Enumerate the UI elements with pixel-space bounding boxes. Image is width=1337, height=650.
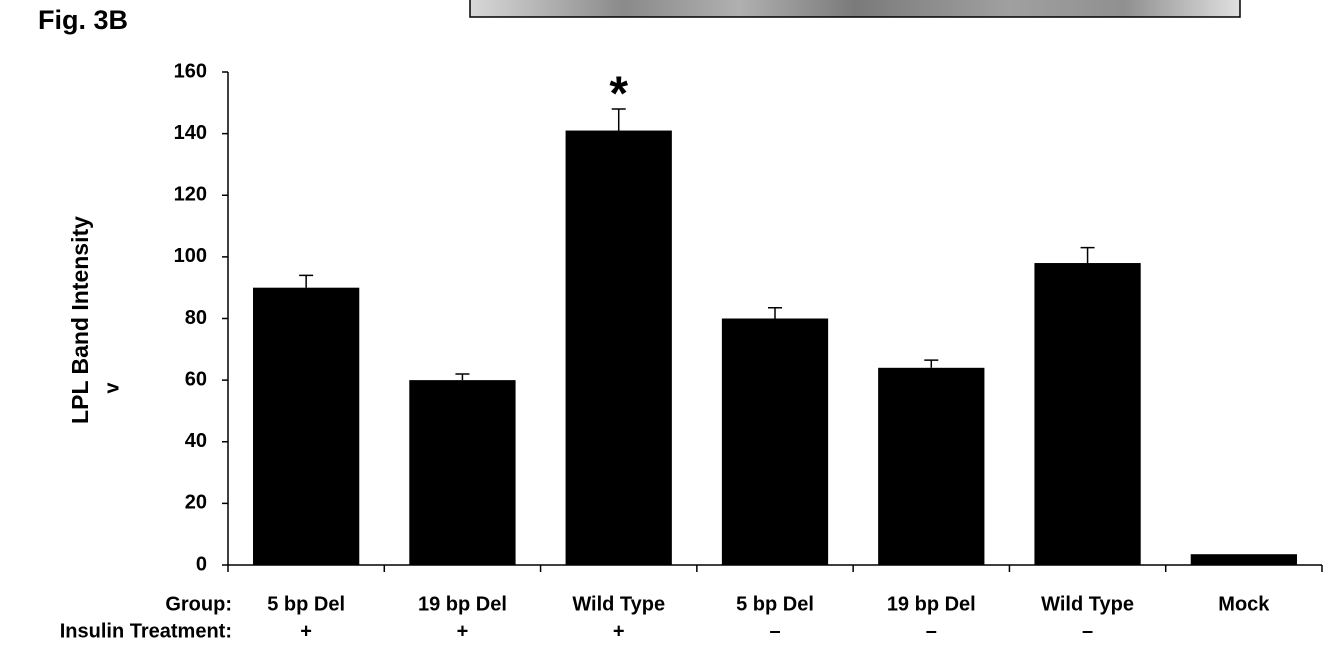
y-tick-label: 60 bbox=[185, 368, 207, 390]
error-bar bbox=[455, 374, 469, 380]
error-bar bbox=[299, 275, 313, 287]
x-tick-label: Mock bbox=[1218, 593, 1270, 615]
x-tick-label: 5 bp Del bbox=[736, 593, 814, 615]
y-tick-label: 0 bbox=[196, 553, 207, 575]
bar bbox=[566, 131, 672, 565]
insulin-label: – bbox=[1082, 620, 1093, 642]
x-tick-label: 19 bp Del bbox=[887, 593, 976, 615]
x-tick-label: 5 bp Del bbox=[267, 593, 345, 615]
significance-marker: * bbox=[609, 68, 628, 121]
y-tick-label: 100 bbox=[174, 245, 207, 267]
y-tick-label: 140 bbox=[174, 122, 207, 144]
error-bar bbox=[768, 308, 782, 319]
y-tick-label: 160 bbox=[174, 60, 207, 82]
bar bbox=[253, 288, 359, 565]
x-tick-label: Wild Type bbox=[1041, 593, 1134, 615]
insulin-label: – bbox=[926, 620, 937, 642]
x-tick-label: 19 bp Del bbox=[418, 593, 507, 615]
bar bbox=[1034, 263, 1140, 565]
bar bbox=[1191, 554, 1297, 565]
bar bbox=[722, 319, 828, 566]
insulin-label: – bbox=[769, 620, 780, 642]
bar bbox=[409, 380, 515, 565]
row-label: Insulin Treatment: bbox=[60, 620, 232, 642]
error-bar bbox=[1081, 248, 1095, 263]
x-tick-label: Wild Type bbox=[572, 593, 665, 615]
y-tick-label: 40 bbox=[185, 430, 207, 452]
y-axis-sub-label: v bbox=[101, 382, 123, 394]
insulin-label: + bbox=[300, 620, 312, 642]
y-tick-label: 20 bbox=[185, 492, 207, 514]
error-bar bbox=[924, 360, 938, 368]
insulin-label: + bbox=[457, 620, 469, 642]
blot-image bbox=[470, 0, 1240, 17]
chart-title: Fig. 3B bbox=[38, 5, 128, 35]
bar bbox=[878, 368, 984, 565]
y-tick-label: 80 bbox=[185, 307, 207, 329]
row-label: Group: bbox=[165, 593, 232, 615]
y-tick-label: 120 bbox=[174, 184, 207, 206]
y-axis-label: LPL Band Intensity bbox=[67, 216, 93, 424]
chart: Fig. 3B LPL Band Intensity v Group: Insu… bbox=[0, 0, 1337, 650]
insulin-label: + bbox=[613, 620, 625, 642]
